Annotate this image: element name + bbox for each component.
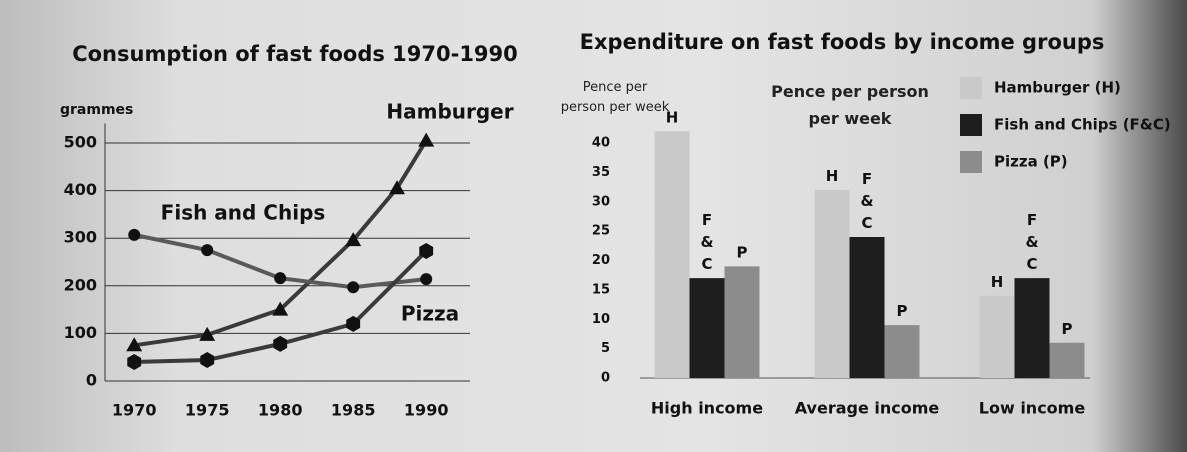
y-tick-label: 0 (86, 371, 97, 390)
marker (346, 315, 361, 332)
marker (420, 273, 433, 286)
legend-swatch (960, 151, 982, 173)
y-tick-label: 5 (601, 341, 610, 356)
marker (419, 243, 434, 260)
series-label: Fish and Chips (161, 201, 326, 225)
y-tick-label: 200 (64, 275, 97, 294)
y-axis-label: grammes (60, 102, 133, 118)
x-tick-label: 1980 (258, 401, 303, 420)
y-axis-label: Pence per person per week (560, 80, 670, 115)
bar (689, 278, 725, 378)
legend-swatch (960, 114, 982, 136)
x-tick-label: 1985 (331, 401, 376, 420)
x-tick-label: 1970 (112, 401, 157, 420)
marker (127, 353, 142, 370)
bar-label: F & C (860, 170, 873, 232)
legend-label: Hamburger (H) (994, 79, 1121, 97)
marker (200, 352, 215, 369)
x-tick-label: High income (651, 399, 763, 418)
y-tick-label: 0 (601, 371, 610, 386)
marker (273, 335, 288, 352)
bar-label: P (1062, 319, 1073, 337)
marker (418, 132, 435, 147)
bar (884, 325, 920, 378)
bar-label: P (897, 302, 908, 320)
y-tick-label: 100 (64, 323, 97, 342)
marker (199, 326, 216, 341)
series-label: Hamburger (386, 100, 513, 124)
bar (814, 190, 850, 378)
bar-label: H (991, 272, 1004, 290)
y-tick-label: 10 (592, 312, 610, 327)
x-tick-label: 1990 (404, 401, 449, 420)
bar-label: H (826, 167, 839, 185)
series-line (133, 139, 428, 348)
bar (654, 131, 690, 378)
annotation: Pence per person per week (771, 82, 929, 128)
bar (979, 295, 1015, 378)
y-tick-label: 25 (592, 224, 610, 239)
legend-label: Pizza (P) (994, 153, 1068, 171)
y-tick-label: 500 (64, 133, 97, 152)
y-tick-label: 20 (592, 253, 610, 268)
marker (128, 228, 141, 241)
y-tick-label: 300 (64, 228, 97, 247)
x-tick-label: Average income (795, 399, 940, 418)
legend-swatch (960, 77, 982, 99)
marker (126, 337, 143, 352)
legend-label: Fish and Chips (F&C) (994, 116, 1171, 134)
marker (347, 281, 360, 294)
chart-title: Consumption of fast foods 1970-1990 (72, 42, 518, 66)
bar-label: F & C (700, 211, 713, 273)
bar-label: F & C (1025, 211, 1038, 273)
marker (389, 180, 405, 195)
y-tick-label: 35 (592, 165, 610, 180)
bar-label: P (737, 243, 748, 261)
marker (274, 272, 287, 285)
x-tick-label: 1975 (185, 401, 230, 420)
chart-title: Expenditure on fast foods by income grou… (580, 30, 1105, 54)
bar (1014, 278, 1050, 378)
marker (272, 301, 289, 316)
bar-label: H (666, 108, 679, 126)
bar (849, 237, 885, 378)
y-tick-label: 30 (592, 194, 610, 209)
marker (201, 244, 214, 257)
series-label: Pizza (401, 302, 459, 326)
y-tick-label: 400 (64, 180, 97, 199)
x-tick-label: Low income (979, 399, 1086, 418)
bar (724, 266, 760, 378)
y-tick-label: 40 (592, 136, 610, 151)
bar (1049, 342, 1085, 378)
y-tick-label: 15 (592, 282, 610, 297)
marker (345, 232, 362, 247)
